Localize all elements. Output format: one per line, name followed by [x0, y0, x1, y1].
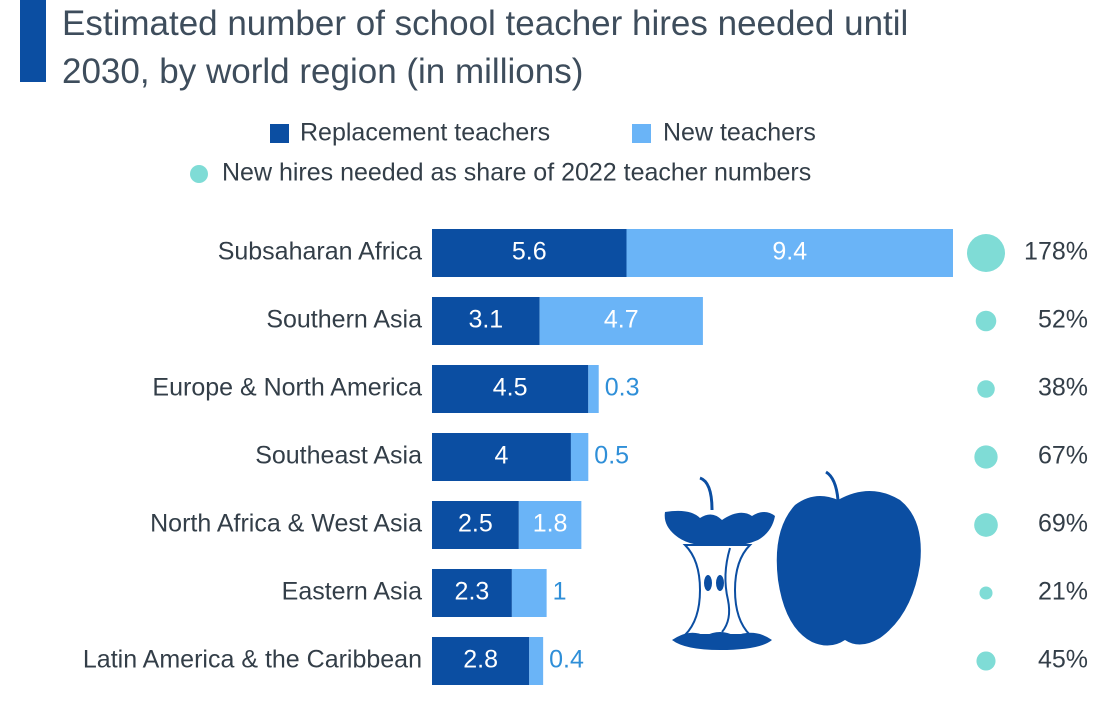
- bar-segment: [588, 365, 599, 413]
- share-label: 38%: [1038, 374, 1088, 402]
- category-label: Southern Asia: [266, 306, 422, 334]
- value-label: 3.1: [468, 306, 503, 334]
- bar-segment: [529, 637, 544, 685]
- share-bubble: [975, 310, 997, 332]
- category-label: Eastern Asia: [282, 578, 422, 606]
- legend-label: Replacement teachers: [300, 119, 550, 147]
- category-label: North Africa & West Asia: [150, 510, 422, 538]
- legend-swatch: [190, 165, 208, 183]
- value-label: 0.4: [549, 646, 584, 674]
- legend-label: New teachers: [663, 119, 816, 147]
- share-bubble: [974, 513, 998, 537]
- bar-segment: [432, 229, 627, 277]
- value-label: 1: [553, 578, 567, 606]
- value-label: 9.4: [772, 238, 807, 266]
- value-label: 0.5: [594, 442, 629, 470]
- bar-segment: [539, 297, 703, 345]
- apple-illustration: [664, 470, 921, 650]
- legend-swatch: [632, 124, 651, 143]
- category-label: Subsaharan Africa: [218, 238, 422, 266]
- bar-segment: [432, 433, 571, 481]
- category-label: Latin America & the Caribbean: [83, 646, 422, 674]
- value-label: 0.3: [605, 374, 640, 402]
- value-label: 4.7: [604, 306, 639, 334]
- chart-title: Estimated number of school teacher hires…: [62, 4, 909, 91]
- bar-segment: [432, 501, 519, 549]
- legend-label: New hires needed as share of 2022 teache…: [222, 159, 811, 187]
- value-label: 2.5: [458, 510, 493, 538]
- share-label: 45%: [1038, 646, 1088, 674]
- bar-segment: [511, 569, 547, 617]
- share-bubble: [976, 651, 996, 671]
- share-label: 21%: [1038, 578, 1088, 606]
- value-label: 2.3: [455, 578, 490, 606]
- bar-segment: [432, 365, 589, 413]
- share-bubble: [977, 380, 995, 398]
- share-bubble: [974, 445, 998, 469]
- bar-segment: [432, 569, 512, 617]
- share-label: 52%: [1038, 306, 1088, 334]
- share-label: 69%: [1038, 510, 1088, 538]
- category-label: Europe & North America: [152, 374, 422, 402]
- bar-segment: [432, 297, 540, 345]
- legend-swatch: [270, 124, 289, 143]
- share-label: 67%: [1038, 442, 1088, 470]
- share-bubble: [979, 586, 993, 600]
- value-label: 2.8: [463, 646, 498, 674]
- value-label: 4.5: [493, 374, 528, 402]
- category-label: Southeast Asia: [255, 442, 422, 470]
- bar-segment: [432, 637, 530, 685]
- value-label: 4: [495, 442, 509, 470]
- value-label: 5.6: [512, 238, 547, 266]
- bar-segment: [518, 501, 582, 549]
- bar-segment: [570, 433, 589, 481]
- share-bubble: [967, 234, 1005, 272]
- title-accent: [20, 0, 46, 82]
- bar-segment: [626, 229, 953, 277]
- value-label: 1.8: [533, 510, 568, 538]
- share-label: 178%: [1024, 238, 1088, 266]
